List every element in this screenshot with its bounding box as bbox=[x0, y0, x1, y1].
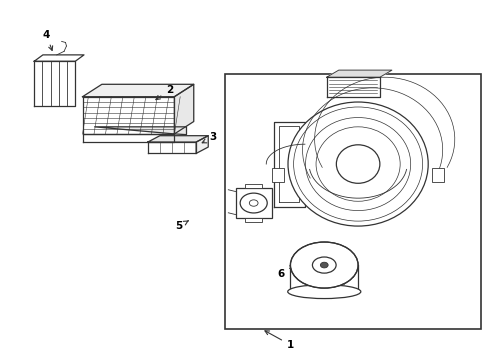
Polygon shape bbox=[95, 127, 186, 135]
Bar bbox=[431, 168, 443, 182]
Text: 2: 2 bbox=[156, 85, 173, 100]
Polygon shape bbox=[273, 122, 305, 207]
Polygon shape bbox=[174, 84, 193, 134]
Circle shape bbox=[249, 200, 258, 206]
Ellipse shape bbox=[290, 242, 357, 288]
Text: 1: 1 bbox=[264, 331, 293, 350]
Polygon shape bbox=[82, 97, 174, 134]
Ellipse shape bbox=[287, 102, 427, 226]
Text: 3: 3 bbox=[202, 132, 216, 143]
Text: 6: 6 bbox=[277, 265, 294, 279]
Polygon shape bbox=[279, 126, 299, 202]
Polygon shape bbox=[82, 84, 193, 97]
Bar bbox=[244, 184, 262, 188]
Polygon shape bbox=[82, 134, 174, 142]
Ellipse shape bbox=[287, 285, 360, 298]
Text: 4: 4 bbox=[42, 30, 53, 50]
Circle shape bbox=[240, 193, 266, 213]
Text: 5: 5 bbox=[175, 221, 188, 231]
Bar bbox=[224, 74, 480, 329]
Polygon shape bbox=[326, 70, 391, 77]
Bar bbox=[244, 218, 262, 222]
Polygon shape bbox=[147, 136, 208, 142]
Circle shape bbox=[320, 262, 327, 268]
Bar bbox=[272, 168, 284, 182]
Polygon shape bbox=[34, 61, 75, 105]
Polygon shape bbox=[196, 136, 208, 153]
Polygon shape bbox=[147, 142, 196, 153]
Polygon shape bbox=[326, 77, 379, 97]
Ellipse shape bbox=[312, 257, 335, 273]
Bar bbox=[235, 188, 271, 218]
Polygon shape bbox=[34, 55, 84, 61]
Ellipse shape bbox=[336, 145, 379, 183]
